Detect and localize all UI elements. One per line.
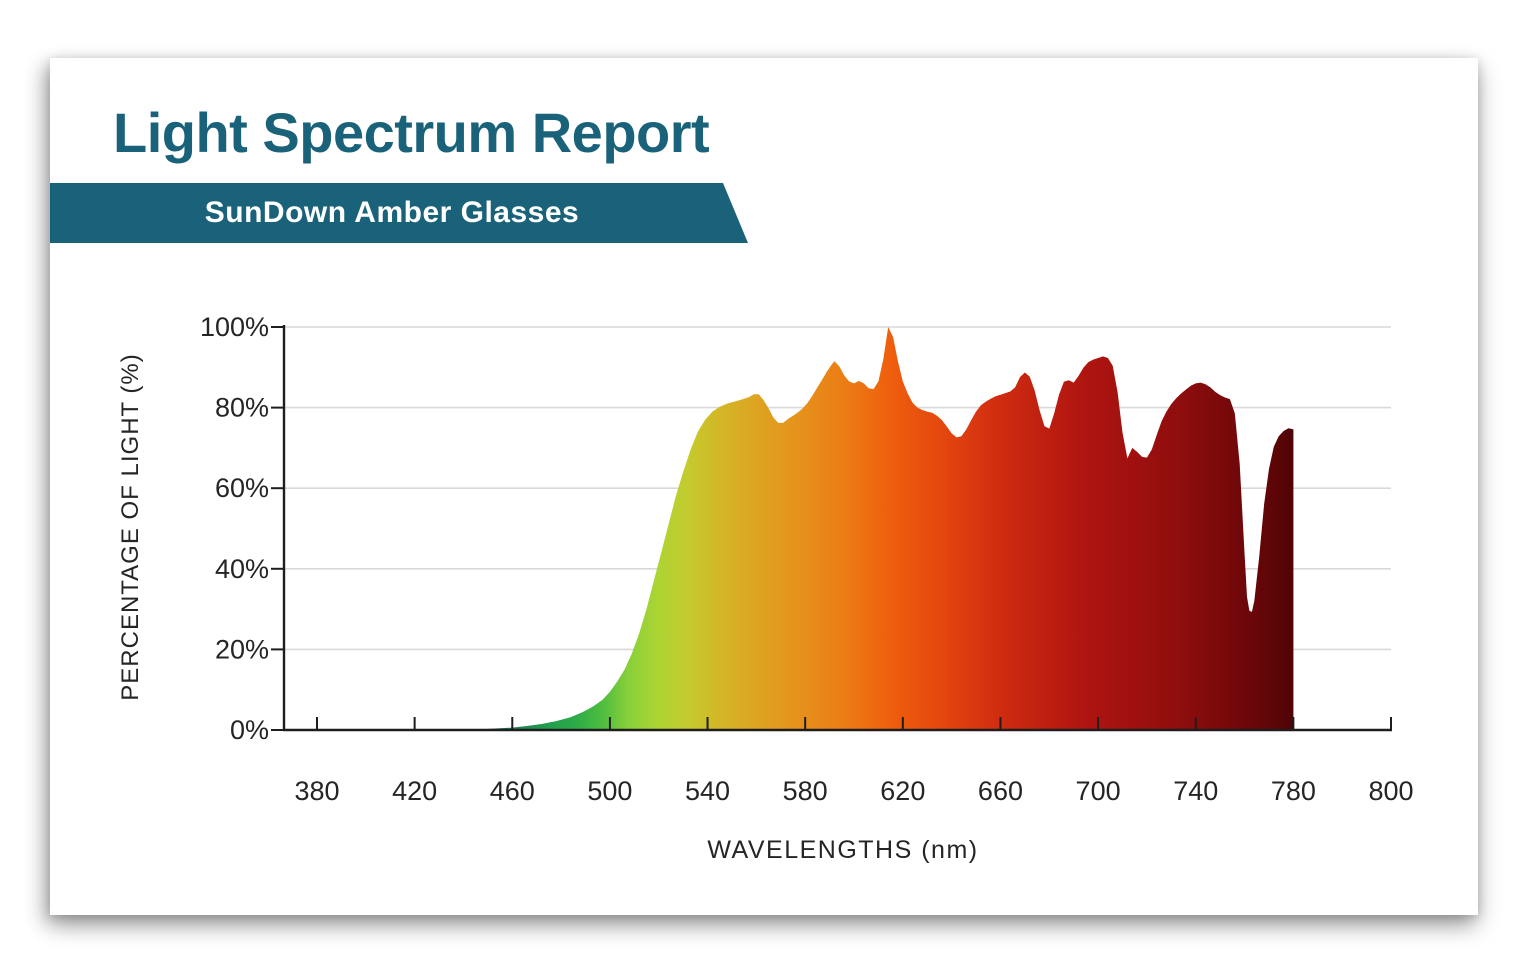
x-tick-label: 620: [880, 776, 925, 806]
chart-axes: [271, 325, 1392, 732]
x-tick-label: 700: [1076, 776, 1121, 806]
x-tick-label: 540: [685, 776, 730, 806]
spectrum-area-fill: [463, 327, 1294, 730]
subtitle-text: SunDown Amber Glasses: [204, 196, 580, 229]
x-tick-label: 500: [587, 776, 632, 806]
x-tick-label: 800: [1368, 776, 1413, 806]
y-tick-label: 40%: [215, 554, 269, 584]
x-tick-label: 660: [978, 776, 1023, 806]
y-axis-title: PERCENTAGE OF LIGHT (%): [117, 353, 144, 700]
y-tick-label: 100%: [200, 312, 269, 342]
x-axis-title: WAVELENGTHS (nm): [707, 836, 978, 864]
chart-area-series: [463, 327, 1294, 730]
x-tick-label: 740: [1173, 776, 1218, 806]
x-tick-label: 460: [490, 776, 535, 806]
x-tick-label: 780: [1271, 776, 1316, 806]
chart-tick-labels: 380 420 460 500 540 580 620 660 700 740 780 800 0% 20…: [200, 312, 1414, 806]
y-tick-label: 0%: [230, 715, 269, 745]
y-tick-label: 20%: [215, 634, 269, 664]
x-tick-label: 380: [294, 776, 339, 806]
page-title: Light Spectrum Report: [113, 101, 710, 164]
report-card: Light Spectrum Report SunDown Amber Glas…: [50, 58, 1478, 915]
y-tick-label: 60%: [215, 473, 269, 503]
spectrum-area-chart: 380 420 460 500 540 580 620 660 700 740 780 800 0% 20…: [117, 312, 1414, 864]
y-tick-label: 80%: [215, 393, 269, 423]
subtitle-banner: SunDown Amber Glasses: [50, 183, 748, 243]
x-tick-label: 420: [392, 776, 437, 806]
x-tick-label: 580: [783, 776, 828, 806]
